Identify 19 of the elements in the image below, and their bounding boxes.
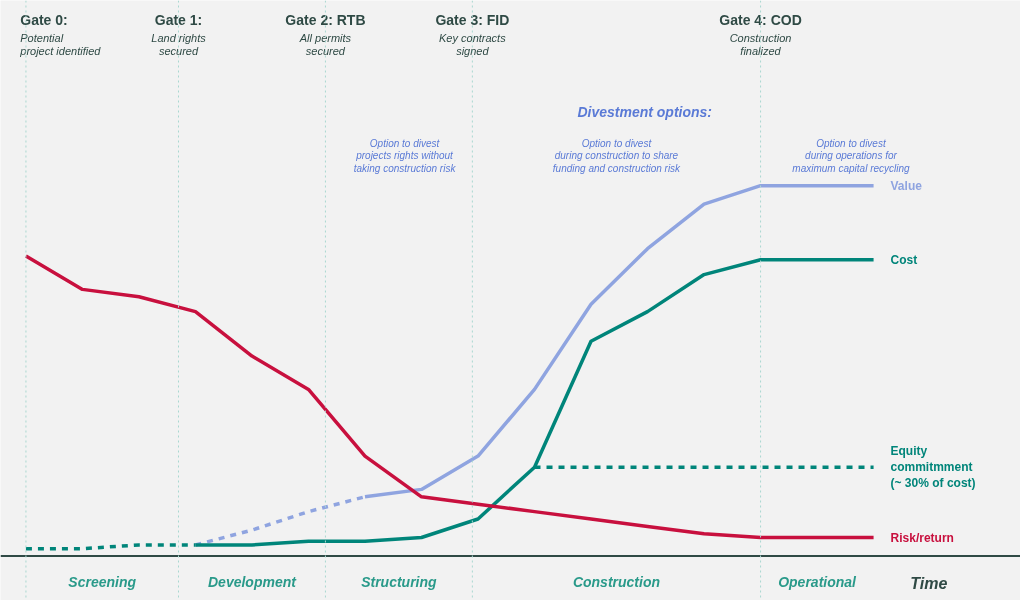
text: Gate 2: RTB All permits secured	[285, 11, 366, 58]
text: Gate 1: Land rights secured	[151, 11, 207, 58]
text: Structuring	[361, 573, 438, 590]
series-label: Value	[890, 178, 923, 193]
series-label: Risk/return	[890, 530, 954, 545]
text: Construction	[572, 573, 661, 590]
text: Gate 4: COD Construction finalized	[719, 11, 802, 58]
series-label: Cost	[890, 252, 918, 267]
text: Option to divest during construction to share funding and construction risk	[552, 137, 682, 174]
text: Divestment options:	[577, 103, 713, 120]
text: Option to divest projects rights without taking construction risk	[353, 137, 457, 174]
text: Screening	[68, 573, 137, 590]
text: Gate 3: FID Key contracts signed	[435, 11, 510, 58]
text: Option to divest during operations for maximum capital recycling	[792, 137, 911, 174]
text: Development	[208, 573, 298, 590]
series-label: Equity commitmment (~ 30% of cost)	[890, 444, 976, 491]
x-axis-title: Time	[910, 575, 948, 593]
text: Gate 0: Potential project identified	[19, 11, 102, 58]
text: Operational	[778, 573, 858, 590]
